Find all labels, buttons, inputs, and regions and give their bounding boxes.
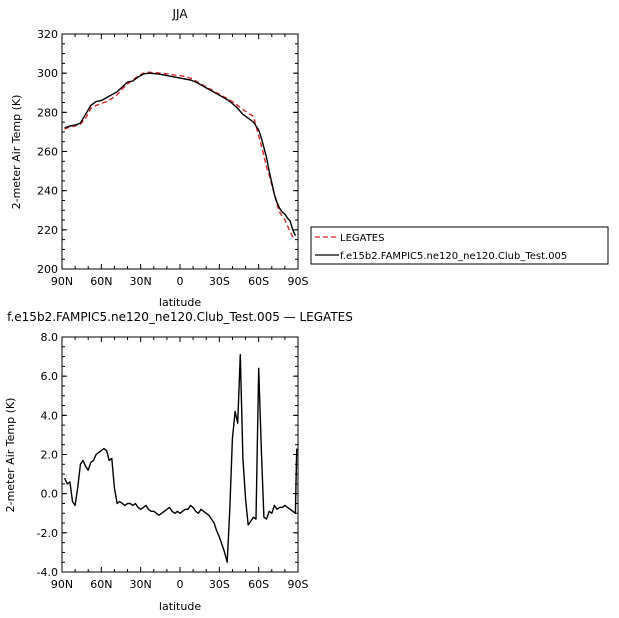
bottom-x-tick-label: 30N — [130, 578, 152, 591]
bottom-x-tick-label: 60S — [248, 578, 269, 591]
top-x-tick-label: 90S — [288, 275, 309, 288]
bottom-x-tick-label: 90S — [288, 578, 309, 591]
top-y-ticks: 200 220 240 260 280 300 320 — [37, 28, 298, 276]
legend-label-legates: LEGATES — [340, 233, 384, 244]
top-y-tick-label: 280 — [37, 106, 58, 119]
bottom-chart-title: f.e15b2.FAMPIC5.ne120_ne120.Club_Test.00… — [7, 310, 353, 324]
top-x-ticks: 90N 60N 30N 0 30S 60S 90S — [51, 34, 309, 288]
top-y-tick-label: 300 — [37, 67, 58, 80]
top-x-tick-label: 0 — [177, 275, 184, 288]
top-x-tick-label: 60N — [90, 275, 112, 288]
top-x-tick-label: 30S — [209, 275, 230, 288]
top-y-tick-label: 260 — [37, 146, 58, 159]
bottom-x-tick-label: 60N — [90, 578, 112, 591]
bottom-x-tick-label: 30S — [209, 578, 230, 591]
top-series — [64, 71, 297, 240]
top-x-tick-label: 90N — [51, 275, 73, 288]
bottom-series-line-0 — [63, 353, 298, 563]
bottom-y-tick-label: -2.0 — [37, 527, 58, 540]
bottom-x-tick-label: 90N — [51, 578, 73, 591]
top-series-line-legates — [64, 71, 296, 240]
bottom-plot-frame — [61, 336, 299, 573]
top-x-tick-label: 60S — [248, 275, 269, 288]
legend-box — [310, 226, 609, 265]
bottom-y-tick-label: 2.0 — [41, 449, 59, 462]
top-panel: JJA 90N 60N 30N 0 30S 60S 90S 200 220 240 260 280 3… — [10, 7, 609, 309]
top-y-tick-label: 220 — [37, 224, 58, 237]
top-y-tick-label: 200 — [37, 263, 58, 276]
top-x-axis-label: latitude — [159, 296, 201, 309]
legend: LEGATES f.e15b2.FAMPIC5.ne120_ne120.Club… — [310, 226, 609, 265]
bottom-x-tick-label: 0 — [177, 578, 184, 591]
bottom-y-tick-label: -4.0 — [37, 566, 58, 579]
bottom-y-tick-label: 6.0 — [41, 370, 59, 383]
legend-label-model: f.e15b2.FAMPIC5.ne120_ne120.Club_Test.00… — [340, 251, 567, 262]
top-y-tick-label: 320 — [37, 28, 58, 41]
bottom-y-tick-label: 0.0 — [41, 488, 59, 501]
bottom-y-tick-label: 4.0 — [41, 409, 59, 422]
top-y-axis-label: 2-meter Air Temp (K) — [10, 95, 23, 210]
top-x-tick-label: 30N — [130, 275, 152, 288]
bottom-panel: f.e15b2.FAMPIC5.ne120_ne120.Club_Test.00… — [4, 310, 353, 613]
bottom-x-axis-label: latitude — [159, 600, 201, 613]
top-y-tick-label: 240 — [37, 185, 58, 198]
bottom-series — [63, 353, 298, 563]
top-chart-title: JJA — [171, 7, 188, 21]
bottom-y-axis-label: 2-meter Air Temp (K) — [4, 398, 17, 513]
bottom-y-ticks: -4.0 -2.0 0.0 2.0 4.0 6.0 8.0 — [37, 331, 298, 579]
top-series-line-f-e15b2-fampic5-ne120-ne120-club-test-005 — [64, 72, 297, 236]
bottom-y-tick-label: 8.0 — [41, 331, 59, 344]
bottom-x-ticks: 90N 60N 30N 0 30S 60S 90S — [51, 337, 309, 591]
